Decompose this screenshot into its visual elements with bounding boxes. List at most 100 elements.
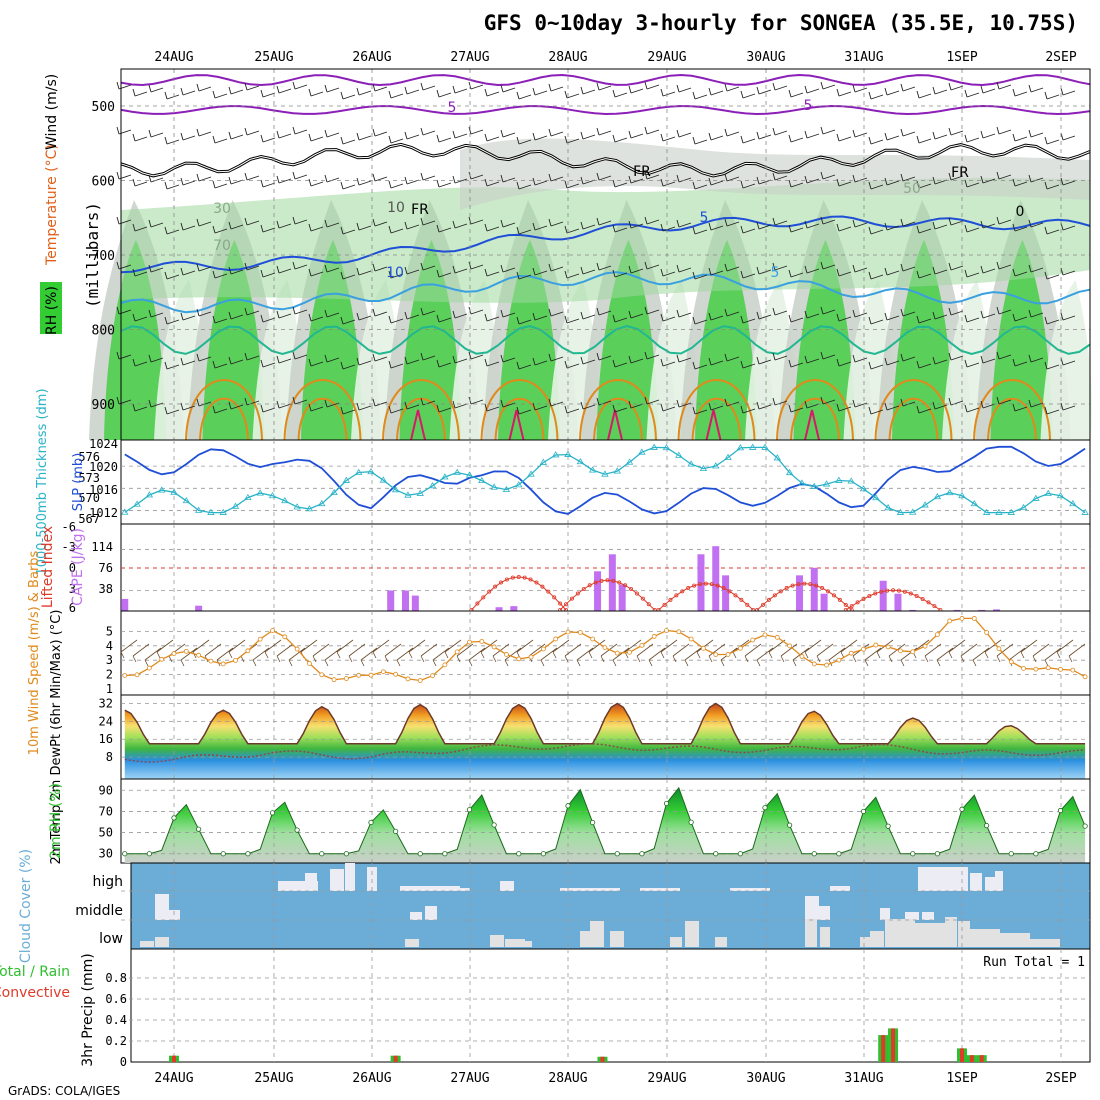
wind-barb [676, 264, 692, 273]
wind-barb [564, 360, 580, 369]
wind-barb [596, 352, 612, 361]
wind-barb [660, 358, 676, 367]
lifted-index-point [727, 589, 732, 594]
wind-barb [900, 353, 916, 362]
lifted-index-point [674, 593, 679, 598]
wind-barb [804, 310, 820, 319]
temp-contour-orange [973, 379, 1051, 441]
thickness-point [736, 444, 745, 451]
rh-point [540, 851, 546, 857]
wind10-point [233, 657, 238, 663]
wind-barb [356, 177, 372, 186]
lifted-index-line [469, 575, 943, 613]
wind-barb [308, 133, 324, 142]
thickness-point [515, 481, 523, 488]
tick-label: 1012 [89, 506, 118, 520]
cloud-low-block [860, 937, 872, 947]
wind-barb [804, 130, 820, 139]
wind-barb [836, 223, 852, 232]
wind10-point [196, 652, 202, 658]
wind-barb [596, 127, 612, 136]
wind10-barb [648, 647, 666, 667]
wind-barb [468, 216, 484, 225]
wind-barb [500, 354, 516, 363]
wind10-barb [936, 647, 954, 667]
wind-barb [836, 403, 852, 412]
wind-barb [132, 223, 148, 232]
contour-label: 5 [771, 265, 780, 281]
wind-barb [324, 309, 340, 318]
wind-barb [596, 82, 612, 91]
wind-barb [756, 86, 772, 95]
wind-barb [788, 359, 804, 368]
thickness-point [194, 506, 203, 513]
wind-barb [820, 126, 836, 135]
tick-label: 3 [106, 653, 113, 667]
wind-barb [292, 126, 308, 135]
wind10-barb [252, 647, 270, 667]
wind-barb [868, 181, 884, 190]
wind10-point [331, 677, 337, 683]
lifted-index-point [778, 589, 783, 594]
tick-label: 1024 [89, 437, 118, 451]
tick-label: 16 [99, 732, 113, 746]
wind-barb [660, 403, 676, 412]
wind10-point [565, 629, 571, 635]
wind-barb [868, 226, 884, 235]
wind-barb [308, 223, 324, 232]
wind10-point [504, 652, 509, 657]
thickness-point [995, 508, 1003, 515]
thickness-point [133, 500, 141, 507]
top-date-axis: 24AUG 25AUG 26AUG 27AUG 28AUG 29AUG 30AUG 31AUG… [154, 50, 1076, 65]
wind-barb [420, 82, 436, 91]
cloud-low-block [580, 931, 590, 947]
thickness-point [256, 489, 264, 496]
wind-barb [436, 224, 452, 233]
top-date-label: 24AUG [154, 50, 193, 65]
cloud-low-block [885, 919, 915, 947]
wind-barb [708, 402, 724, 411]
wind-barb [356, 402, 372, 411]
temperature-contours [120, 73, 1091, 441]
wind10-barb [540, 647, 558, 667]
top-date-label: 29AUG [647, 50, 686, 65]
wind-barb [660, 268, 676, 277]
wind-barb [1012, 403, 1028, 412]
wind-barb [484, 133, 500, 142]
wind-barb [580, 356, 596, 365]
cloud-mid-block [880, 908, 890, 920]
rh-point [762, 805, 768, 811]
rh-point [713, 851, 719, 857]
wind-barb [292, 351, 308, 360]
wind-barb [548, 308, 564, 317]
lifted-index-point [920, 596, 925, 601]
temp-contour-orange [677, 379, 756, 441]
wind-barb [452, 175, 468, 184]
wind-barb [452, 400, 468, 409]
thickness-point [231, 502, 240, 509]
wind-barb [420, 352, 436, 361]
wind10-barb [708, 643, 726, 663]
wind-barb [628, 265, 644, 274]
rh-plume-green [892, 240, 954, 440]
wind-barb [580, 311, 596, 320]
wind-barb [340, 406, 356, 415]
wind-barb [388, 90, 404, 99]
temp-contour-purple [120, 104, 1091, 116]
thickness-point [391, 486, 400, 493]
temp-contour-orange [283, 379, 362, 441]
wind-barb [612, 179, 628, 188]
wind-barb [740, 135, 756, 144]
cloud-high-block [330, 869, 344, 891]
wind-barb [948, 262, 964, 271]
thickness-point [933, 492, 942, 500]
wind-barb [964, 314, 980, 323]
wind-barb [324, 354, 340, 363]
cape-grid [121, 524, 1090, 611]
wind-barb [180, 222, 196, 231]
wind-barb [836, 178, 852, 187]
rh-plume-green [793, 240, 856, 440]
lifted-index-point [721, 586, 726, 591]
wind10-barb [492, 643, 510, 663]
cloud-mid-block [805, 896, 819, 920]
